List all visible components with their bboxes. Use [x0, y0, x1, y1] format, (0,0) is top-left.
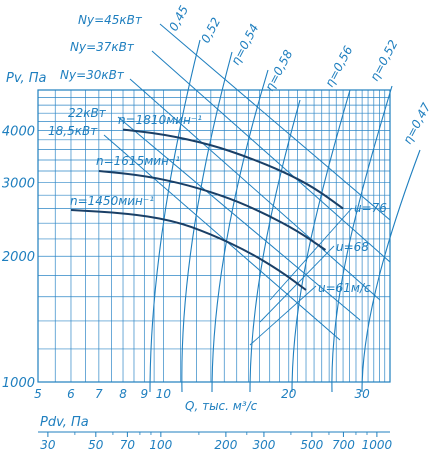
curve-series-0 — [122, 128, 344, 210]
velocity-ray-0 — [269, 207, 353, 301]
x-tick-label: 30 — [354, 387, 370, 401]
secondary-tick-labels: 30 50 70 100 200 300 500 700 1000 — [40, 432, 393, 450]
efficiency-line-6 — [361, 149, 421, 393]
eff-label-054: η=0,54 — [228, 22, 261, 68]
secondary-tick-label: 100 — [149, 438, 172, 450]
y-tick-label: 2000 — [2, 250, 35, 265]
y-tick-label: 1000 — [2, 376, 35, 391]
x-tick-label: 7 — [95, 387, 103, 401]
eff-label-056: η=0,56 — [322, 43, 355, 89]
secondary-tick-label: 30 — [40, 438, 56, 450]
velocity-label-76: u=76 — [354, 201, 387, 215]
secondary-tick-label: 1000 — [362, 438, 393, 450]
y-tick-labels: 1000 2000 3000 4000 — [2, 124, 35, 391]
efficiency-line-0 — [149, 39, 201, 393]
x-tick-label: 10 — [156, 387, 172, 401]
power-line-1 — [151, 50, 391, 263]
plot-frame — [37, 89, 391, 383]
curve-series-2 — [70, 209, 307, 291]
x-tick-label: 20 — [281, 387, 297, 401]
power-label-30: Ny=30кВт — [60, 68, 125, 82]
secondary-tick-label: 500 — [300, 438, 323, 450]
secondary-axis-label: Pdv, Па — [40, 415, 89, 430]
speed-label-1450: n=1450мин⁻¹ — [70, 194, 154, 208]
secondary-tick-label: 700 — [332, 438, 355, 450]
y-axis-label: Pv, Па — [6, 71, 47, 86]
secondary-tick-label: 70 — [120, 438, 136, 450]
performance-curves — [70, 128, 344, 291]
secondary-tick-label: 300 — [252, 438, 275, 450]
power-line-2 — [129, 78, 381, 301]
eff-label-052a: 0,52 — [198, 15, 223, 45]
y-tick-label: 3000 — [2, 177, 35, 192]
speed-label-1615: n=1615мин⁻¹ — [96, 154, 180, 168]
efficiency-line-4 — [291, 89, 351, 393]
speed-label-1810: n=1810мин⁻¹ — [118, 113, 202, 127]
eff-label-047: η=0,47 — [400, 100, 429, 146]
x-tick-label: 9 — [141, 387, 149, 401]
x-tick-label: 5 — [34, 387, 42, 401]
power-line-4 — [103, 134, 341, 341]
power-label-37: Ny=37кВт — [70, 40, 135, 54]
efficiency-line-3 — [249, 99, 301, 393]
efficiency-line-5 — [331, 85, 393, 393]
x-axis-label: Q, тыс. м³/с — [185, 399, 258, 413]
x-tick-label: 8 — [119, 387, 127, 401]
secondary-tick-label: 200 — [214, 438, 237, 450]
power-lines — [103, 23, 391, 346]
eff-label-052b: η=0,52 — [367, 38, 400, 84]
power-label-18-5: 18,5кВт — [48, 124, 98, 138]
velocity-label-68: u=68 — [336, 240, 369, 254]
velocity-ray-2 — [249, 285, 317, 346]
velocity-label-61: u=61м/с — [318, 281, 371, 295]
secondary-tick-label: 50 — [88, 438, 104, 450]
power-line-3 — [117, 116, 361, 321]
power-label-45: Ny=45кВт — [78, 13, 143, 27]
power-line-0 — [159, 23, 391, 221]
efficiency-line-1 — [181, 51, 233, 393]
x-tick-label: 6 — [67, 387, 75, 401]
x-tick-labels: 5 6 7 8 9 10 20 30 — [34, 387, 370, 401]
power-label-22: 22кВт — [68, 106, 107, 120]
eff-label-058: η=0,58 — [262, 47, 295, 93]
curve-series-1 — [98, 170, 327, 251]
eff-label-045: 0,45 — [166, 3, 191, 33]
y-tick-label: 4000 — [2, 124, 35, 139]
